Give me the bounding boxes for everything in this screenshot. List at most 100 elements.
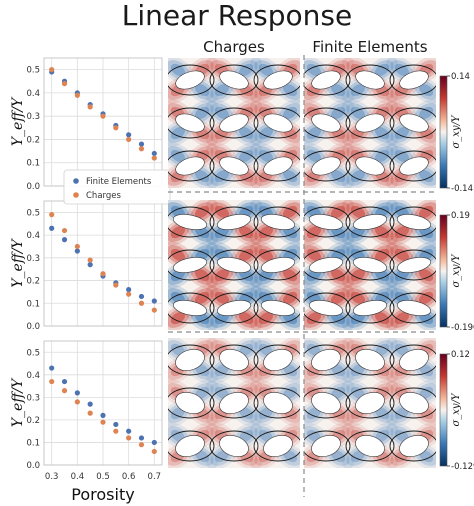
stress-lobe: [418, 83, 434, 97]
pore: [311, 434, 341, 458]
pore: [219, 391, 249, 415]
finite-elements-point: [151, 439, 157, 446]
colorbar-gradient: [439, 75, 448, 189]
stress-lobe: [170, 225, 186, 239]
colorbar-min-label: -0.190: [451, 323, 474, 333]
stress-lobe: [238, 225, 254, 239]
pore: [263, 391, 293, 415]
stress-lobe: [214, 268, 230, 282]
plot-frame: [43, 340, 163, 466]
stress-lobe: [306, 311, 322, 325]
finite-elements-point: [87, 401, 93, 407]
pore: [219, 113, 249, 133]
pore: [261, 299, 295, 317]
stress-lobe: [214, 83, 230, 97]
pore: [311, 113, 341, 133]
pore: [217, 256, 251, 274]
zero-contour: [345, 107, 395, 139]
zero-contour: [209, 64, 259, 96]
pore: [311, 70, 341, 90]
stress-lobe: [238, 149, 254, 163]
finite-elements-point: [87, 262, 93, 268]
stress-lobe: [282, 205, 298, 219]
stress-lobe: [282, 106, 298, 120]
y-tick-label: 0.1: [26, 299, 40, 309]
pore: [399, 348, 429, 372]
colorbar-1: 0.14 -0.14 σ_xy/Y: [439, 72, 473, 194]
stress-lobe: [374, 248, 390, 262]
stress-lobe: [374, 311, 390, 325]
stress-lobe: [394, 248, 410, 262]
pore: [175, 348, 205, 372]
stress-lobe: [350, 291, 366, 305]
zero-contour: [345, 292, 395, 324]
colorbar-label: σ_xy/Y: [451, 253, 462, 287]
y-tick-label: 0.4: [26, 371, 40, 381]
pore: [399, 70, 429, 90]
zero-contour: [209, 430, 259, 462]
zero-contour: [345, 344, 395, 376]
zero-contour: [253, 292, 300, 324]
y-tick-label: 0.4: [26, 231, 40, 241]
zero-contour: [389, 150, 436, 182]
stress-lobe: [194, 205, 210, 219]
stress-lobe: [330, 268, 346, 282]
zero-contour: [304, 430, 351, 462]
zero-contour: [253, 430, 300, 462]
finite-elements-point: [49, 225, 55, 231]
zero-contour: [304, 64, 351, 96]
charges-point: [74, 92, 80, 98]
charges-point: [126, 136, 132, 143]
x-axis-label: Porosity: [71, 485, 134, 504]
column-title-charges: Charges: [203, 38, 265, 56]
zero-contour: [253, 387, 300, 419]
zero-contour: [345, 206, 395, 238]
pore: [353, 299, 387, 317]
y-tick-label: 0.2: [26, 135, 40, 145]
stress-lobe: [214, 291, 230, 305]
zero-contour: [253, 150, 300, 182]
finite-elements-point: [151, 298, 157, 304]
stress-lobe: [258, 63, 274, 77]
finite-elements-point: [49, 365, 55, 371]
zero-contour: [389, 64, 436, 96]
pore: [397, 213, 431, 231]
stress-lobe: [350, 268, 366, 282]
legend-marker: [73, 178, 79, 184]
stress-field-r3-charges: [168, 338, 300, 468]
finite-elements-point: [61, 237, 68, 243]
zero-contour: [345, 64, 395, 96]
stress-lobe: [194, 169, 210, 183]
stress-lobe: [282, 83, 298, 97]
pore: [399, 434, 429, 458]
x-tick-label: 0.4: [71, 472, 85, 482]
zero-contour: [389, 344, 436, 376]
finite-elements-point: [74, 248, 80, 254]
y-tick-label: 0.4: [26, 89, 40, 99]
y-tick-label: 0.5: [26, 348, 40, 358]
legend: Finite Elements Charges: [63, 169, 171, 205]
pore: [353, 256, 387, 274]
finite-elements-point: [113, 421, 119, 428]
charges-point: [113, 125, 119, 131]
zero-contour: [253, 249, 300, 281]
pore: [175, 391, 205, 415]
legend-label: Charges: [86, 191, 122, 201]
stress-lobe: [330, 106, 346, 120]
stress-lobe: [394, 311, 410, 325]
zero-contour: [389, 430, 436, 462]
stress-lobe: [258, 225, 274, 239]
stress-field-r1-charges: [168, 58, 300, 188]
colorbar-max-label: 0.12: [451, 350, 470, 360]
zero-contour: [304, 206, 351, 238]
y-tick-label: 0.2: [26, 277, 40, 287]
finite-elements-point: [126, 428, 132, 434]
charges-point: [87, 257, 93, 263]
stress-lobe: [170, 63, 186, 77]
stress-lobe: [330, 291, 346, 305]
zero-contour: [168, 64, 215, 96]
charges-point: [49, 378, 55, 385]
pore: [311, 348, 341, 372]
charges-point: [138, 300, 145, 306]
